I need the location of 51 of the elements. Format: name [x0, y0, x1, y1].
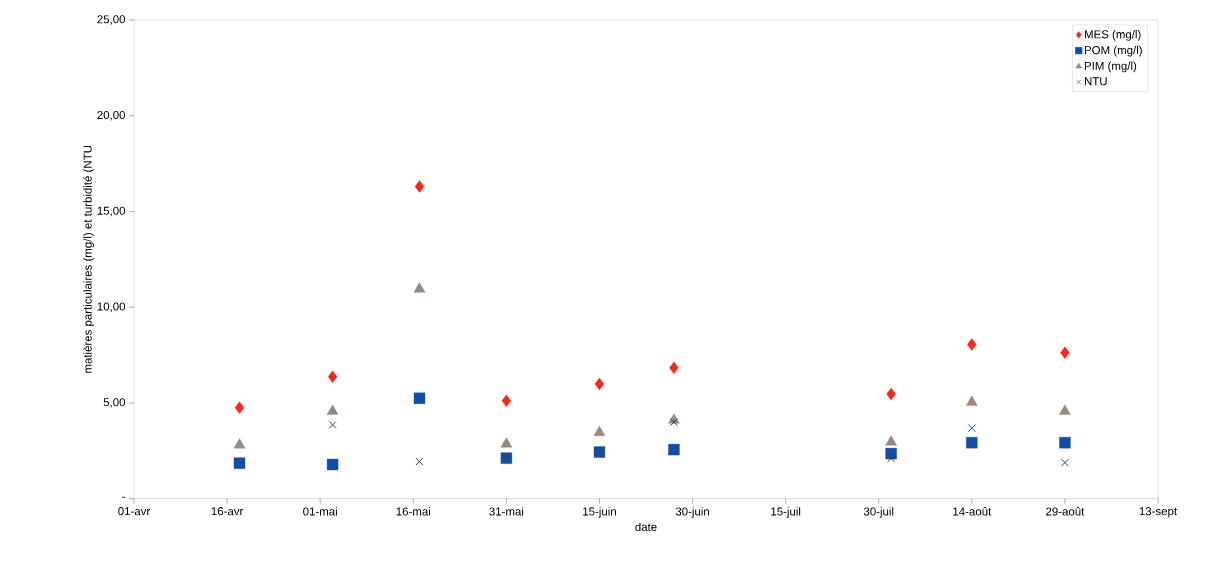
x-tick-label: 30-juin [675, 507, 709, 518]
x-tick-label: 30-juil [863, 507, 894, 518]
point [413, 282, 426, 293]
point [966, 437, 978, 449]
y-tick-label: 10,00 [97, 302, 126, 312]
point [233, 457, 246, 469]
point [233, 438, 246, 449]
point [966, 395, 978, 406]
x-tick-label: 16-mai [396, 507, 430, 516]
point [593, 425, 606, 436]
point [887, 454, 896, 463]
y-tick-label: 5,00 [103, 398, 126, 408]
point [1059, 437, 1071, 449]
point [594, 377, 605, 391]
point [1060, 346, 1070, 359]
legend-label: POM (mg/l) [1084, 45, 1142, 57]
y-tick-label: 15,00 [97, 206, 126, 217]
x-axis-title: date [635, 522, 657, 532]
x-tick-label: 29-août [1046, 507, 1085, 516]
legend-label: NTU [1084, 77, 1107, 86]
y-tick-label: - [122, 496, 125, 498]
point [413, 392, 426, 404]
x-tick-label: 15-juin [583, 507, 616, 518]
point [327, 370, 338, 383]
legend-label: PIM (mg/l) [1084, 61, 1137, 73]
y-tick-label: 20,00 [97, 110, 126, 121]
x-tick-label: 14-août [953, 507, 992, 516]
x-tick-label: 16-avr [211, 507, 244, 516]
point [326, 458, 339, 471]
y-tick-label: 25,00 [97, 15, 126, 25]
point [668, 443, 680, 456]
x-tick-label: 13-sept [1139, 507, 1178, 518]
point [328, 420, 337, 429]
point [669, 361, 679, 375]
y-axis-title: matières particulaires (mg/l) et turbidité (NTU [83, 145, 94, 373]
point [501, 394, 512, 407]
point [234, 401, 245, 414]
point [1059, 404, 1071, 415]
point [326, 404, 339, 415]
point [967, 338, 977, 351]
x-tick-label: 01-avr [118, 507, 151, 516]
x-tick-label: 01-mai [303, 507, 337, 516]
x-tick-label: 15-juil [771, 507, 801, 518]
point [669, 418, 678, 427]
point [886, 387, 896, 401]
point [414, 180, 425, 193]
point [885, 435, 897, 446]
point [415, 457, 424, 466]
x-tick-label: 31-mai [489, 507, 524, 516]
legend-label: MES (mg/l) [1084, 29, 1141, 41]
point [500, 437, 513, 448]
